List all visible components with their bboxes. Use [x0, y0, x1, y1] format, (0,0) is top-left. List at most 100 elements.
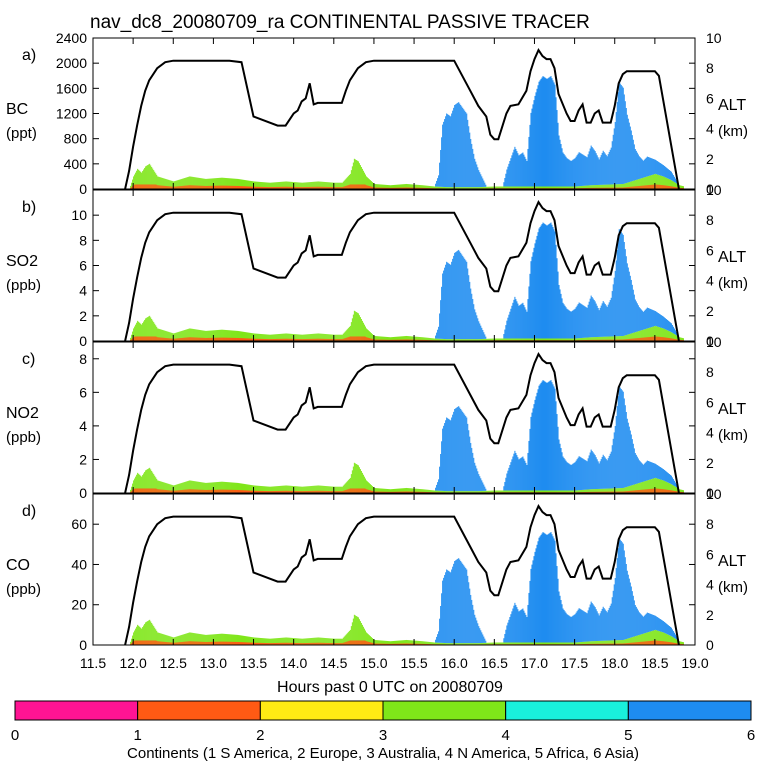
tracer-bar-europe	[237, 489, 239, 493]
tracer-bar-namerica	[522, 490, 524, 493]
tracer-bar-namerica	[299, 486, 301, 493]
tracer-bar-asia	[466, 261, 468, 340]
tracer-bar-namerica	[241, 331, 243, 341]
tracer-bar-namerica	[594, 337, 596, 341]
tracer-bar-europe	[424, 339, 426, 341]
tracer-bar-namerica	[210, 482, 212, 493]
tracer-bar-europe	[169, 490, 171, 493]
tracer-bar-europe	[244, 642, 246, 645]
tracer-bar-europe	[364, 184, 366, 189]
tracer-bar-namerica	[641, 329, 643, 341]
tracer-bar-asia	[565, 156, 567, 187]
tracer-bar-namerica	[331, 334, 333, 341]
tracer-bar-europe	[212, 185, 214, 189]
tracer-bar-namerica	[476, 187, 478, 189]
tracer-bar-namerica	[443, 338, 445, 341]
tracer-bar-europe	[294, 642, 296, 645]
tracer-bar-namerica	[140, 627, 142, 645]
tracer-bar-europe	[155, 488, 157, 493]
tracer-bar-namerica	[489, 186, 491, 189]
tracer-bar-europe	[161, 337, 163, 341]
tracer-bar-namerica	[287, 637, 289, 645]
tracer-bar-europe	[168, 490, 170, 493]
tracer-bar-europe	[296, 642, 298, 645]
tracer-bar-europe	[358, 184, 360, 189]
tracer-bar-namerica	[461, 643, 463, 645]
tracer-bar-namerica	[436, 490, 438, 493]
tracer-bar-namerica	[150, 621, 152, 645]
tracer-bar-asia	[620, 84, 622, 185]
tracer-bar-namerica	[134, 174, 136, 189]
tracer-bar-namerica	[287, 181, 289, 189]
tracer-bar-asia	[575, 156, 577, 187]
tracer-bar-namerica	[631, 181, 633, 189]
tracer-bar-europe	[279, 338, 281, 341]
tracer-bar-europe	[662, 185, 664, 189]
tracer-bar-europe	[210, 641, 212, 645]
tracer-bar-asia	[559, 443, 561, 491]
tracer-bar-namerica	[629, 485, 631, 493]
tracer-bar-namerica	[161, 177, 163, 189]
tracer-bar-namerica	[620, 488, 622, 493]
tracer-bar-europe	[323, 642, 325, 645]
tracer-bar-europe	[137, 184, 139, 189]
tracer-bar-asia	[449, 571, 451, 644]
tracer-bar-namerica	[632, 484, 634, 493]
tracer-bar-namerica	[587, 489, 589, 493]
tracer-bar-namerica	[153, 322, 155, 341]
tracer-bar-europe	[401, 491, 403, 493]
tracer-bar-namerica	[639, 178, 641, 189]
tracer-bar-namerica	[330, 182, 332, 189]
tracer-bar-namerica	[211, 482, 213, 493]
tracer-bar-namerica	[142, 171, 144, 189]
tracer-bar-europe	[152, 640, 154, 645]
tracer-bar-europe	[292, 186, 294, 189]
tracer-bar-namerica	[300, 638, 302, 645]
tracer-bar-namerica	[435, 186, 437, 189]
tracer-bar-namerica	[552, 186, 554, 189]
tracer-bar-europe	[586, 187, 588, 189]
tracer-bar-europe	[646, 489, 648, 493]
tracer-bar-namerica	[166, 635, 168, 645]
tracer-bar-europe	[411, 339, 413, 341]
tracer-bar-europe	[600, 187, 602, 189]
tracer-bar-asia	[534, 399, 536, 491]
tracer-bar-namerica	[432, 338, 434, 341]
tracer-bar-asia	[474, 158, 476, 188]
tracer-bar-europe	[305, 339, 307, 341]
tracer-bar-europe	[307, 338, 309, 341]
tracer-bar-europe	[221, 337, 223, 341]
tracer-bar-namerica	[558, 490, 560, 493]
tracer-bar-asia	[470, 288, 472, 340]
tracer-bar-namerica	[428, 185, 430, 189]
tracer-bar-namerica	[333, 638, 335, 645]
tracer-bar-namerica	[249, 636, 251, 645]
panel-variable-label: SO2	[6, 253, 38, 270]
tracer-bar-asia	[473, 457, 475, 492]
tracer-bar-namerica	[636, 483, 638, 493]
tracer-bar-asia	[504, 633, 506, 643]
tracer-bar-namerica	[391, 489, 393, 493]
tracer-bar-namerica	[248, 484, 250, 493]
tracer-bar-asia	[540, 382, 542, 491]
tracer-bar-namerica	[138, 473, 140, 493]
tracer-bar-namerica	[332, 182, 334, 189]
tracer-bar-europe	[338, 339, 340, 341]
tracer-bar-europe	[215, 641, 217, 645]
tracer-bar-namerica	[370, 333, 372, 341]
tracer-bar-namerica	[598, 488, 600, 493]
tracer-bar-europe	[599, 491, 601, 493]
tracer-bar-europe	[664, 185, 666, 189]
tracer-bar-namerica	[662, 480, 664, 493]
tracer-bar-europe	[392, 339, 394, 341]
tracer-bar-namerica	[139, 170, 141, 189]
tracer-bar-asia	[651, 158, 653, 175]
tracer-bar-namerica	[612, 184, 614, 189]
tracer-bar-europe	[224, 185, 226, 189]
tracer-bar-europe	[281, 490, 283, 493]
tracer-bar-namerica	[507, 338, 509, 341]
tracer-bar-namerica	[356, 160, 358, 189]
tracer-bar-europe	[426, 643, 428, 645]
tracer-bar-namerica	[213, 482, 215, 493]
tracer-bar-europe	[358, 336, 360, 341]
